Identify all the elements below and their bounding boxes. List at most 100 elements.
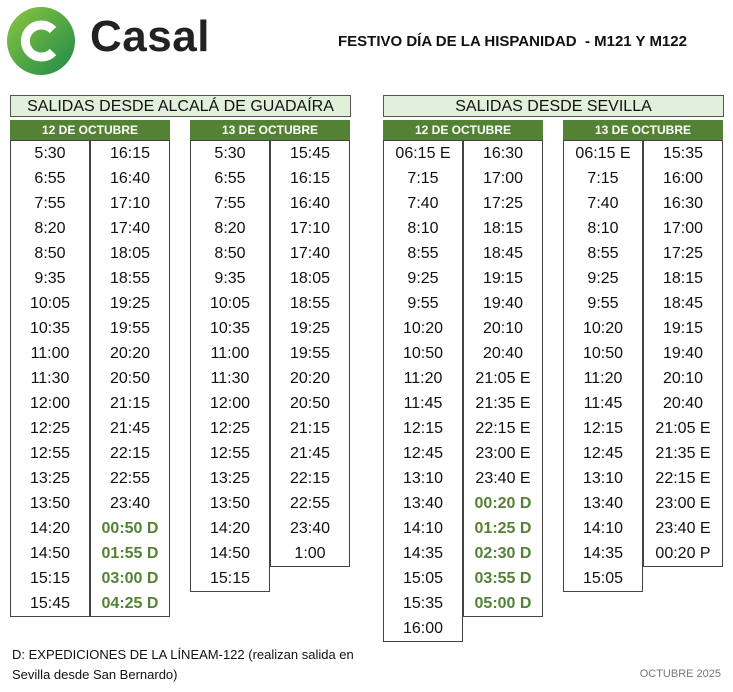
departure-time: 12:25 bbox=[209, 420, 251, 437]
departure-time: 20:50 bbox=[289, 395, 331, 412]
departure-time: 19:55 bbox=[289, 345, 331, 362]
departure-time: 16:15 bbox=[289, 170, 331, 187]
departure-time: 10:20 bbox=[582, 320, 624, 337]
departure-time: 18:15 bbox=[482, 220, 524, 237]
departure-time: 14:50 bbox=[209, 545, 251, 562]
departure-time: 12:45 bbox=[402, 445, 444, 462]
departure-time: 15:15 bbox=[29, 570, 71, 587]
departure-time: 1:00 bbox=[294, 545, 326, 562]
departure-time: 17:10 bbox=[109, 195, 151, 212]
departure-time: 00:20 P bbox=[655, 545, 711, 562]
time-column: 16:30 17:00 17:25 18:15 18:45 19:15 19:40 20:10… bbox=[463, 140, 543, 617]
departure-time: 7:55 bbox=[34, 195, 66, 212]
departure-time: 8:20 bbox=[34, 220, 66, 237]
departure-time: 13:40 bbox=[582, 495, 624, 512]
page-title: FESTIVO DÍA DE LA HISPANIDAD - M121 Y M1… bbox=[338, 33, 687, 50]
departure-time: 15:15 bbox=[209, 570, 251, 587]
departure-time: 9:55 bbox=[587, 295, 619, 312]
departure-time: 00:50 D bbox=[101, 520, 159, 537]
departure-time: 8:50 bbox=[34, 245, 66, 262]
departure-time: 23:40 bbox=[289, 520, 331, 537]
departure-time: 19:40 bbox=[662, 345, 704, 362]
departure-time: 9:35 bbox=[34, 270, 66, 287]
departure-time: 21:45 bbox=[109, 420, 151, 437]
departure-time: 12:25 bbox=[29, 420, 71, 437]
time-column: 06:15 E 7:15 7:40 8:10 8:55 9:25 9:55 10:20 10:5… bbox=[563, 140, 643, 592]
logo-text: Casal bbox=[90, 12, 210, 61]
departure-time: 16:15 bbox=[109, 145, 151, 162]
departure-time: 18:55 bbox=[289, 295, 331, 312]
departure-time: 10:05 bbox=[29, 295, 71, 312]
departure-time: 6:55 bbox=[34, 170, 66, 187]
departure-time: 17:10 bbox=[289, 220, 331, 237]
departure-time: 19:15 bbox=[662, 320, 704, 337]
departure-time: 14:20 bbox=[209, 520, 251, 537]
departure-time: 5:30 bbox=[34, 145, 66, 162]
day-label: 13 DE OCTUBRE bbox=[563, 120, 723, 140]
departure-time: 10:05 bbox=[209, 295, 251, 312]
departure-time: 8:55 bbox=[587, 245, 619, 262]
departure-time: 11:20 bbox=[583, 370, 623, 387]
departure-time: 16:30 bbox=[662, 195, 704, 212]
departure-time: 11:45 bbox=[403, 395, 443, 412]
departure-time: 20:20 bbox=[109, 345, 151, 362]
departure-time: 19:55 bbox=[109, 320, 151, 337]
departure-time: 16:40 bbox=[289, 195, 331, 212]
departure-time: 22:55 bbox=[109, 470, 151, 487]
departure-time: 14:35 bbox=[582, 545, 624, 562]
section-title: SALIDAS DESDE SEVILLA bbox=[383, 95, 724, 117]
departure-time: 17:25 bbox=[662, 245, 704, 262]
departure-time: 22:15 bbox=[289, 470, 331, 487]
departure-time: 8:55 bbox=[407, 245, 439, 262]
departure-time: 03:00 D bbox=[101, 570, 159, 587]
departure-time: 19:40 bbox=[482, 295, 524, 312]
departure-time: 06:15 E bbox=[575, 145, 631, 162]
departure-time: 14:10 bbox=[582, 520, 624, 537]
departure-time: 23:00 E bbox=[655, 495, 711, 512]
departure-time: 7:40 bbox=[407, 195, 439, 212]
departure-time: 13:25 bbox=[29, 470, 71, 487]
time-column: 06:15 E 7:15 7:40 8:10 8:55 9:25 9:55 10:20 10:5… bbox=[383, 140, 463, 642]
departure-time: 13:10 bbox=[402, 470, 444, 487]
departure-time: 15:45 bbox=[289, 145, 331, 162]
departure-time: 00:20 D bbox=[474, 495, 532, 512]
departure-time: 11:00 bbox=[210, 345, 250, 362]
departure-time: 20:40 bbox=[482, 345, 524, 362]
departure-time: 10:20 bbox=[402, 320, 444, 337]
departure-time: 05:00 D bbox=[474, 595, 532, 612]
departure-time: 03:55 D bbox=[474, 570, 532, 587]
departure-time: 20:50 bbox=[109, 370, 151, 387]
time-column: 16:15 16:40 17:10 17:40 18:05 18:55 19:25 19:55… bbox=[90, 140, 170, 617]
departure-time: 22:15 E bbox=[655, 470, 711, 487]
departure-time: 9:35 bbox=[214, 270, 246, 287]
departure-time: 19:15 bbox=[482, 270, 524, 287]
departure-time: 7:40 bbox=[587, 195, 619, 212]
departure-time: 21:35 E bbox=[655, 445, 711, 462]
departure-time: 16:30 bbox=[482, 145, 524, 162]
departure-time: 20:10 bbox=[482, 320, 524, 337]
departure-time: 18:05 bbox=[289, 270, 331, 287]
departure-time: 17:25 bbox=[482, 195, 524, 212]
departure-time: 12:00 bbox=[209, 395, 251, 412]
departure-time: 13:50 bbox=[29, 495, 71, 512]
departure-time: 16:40 bbox=[109, 170, 151, 187]
departure-time: 13:25 bbox=[209, 470, 251, 487]
departure-time: 23:00 E bbox=[475, 445, 531, 462]
departure-time: 7:15 bbox=[587, 170, 619, 187]
departure-time: 8:50 bbox=[214, 245, 246, 262]
time-column: 15:35 16:00 16:30 17:00 17:25 18:15 18:45 19:15… bbox=[643, 140, 723, 567]
departure-time: 23:40 E bbox=[475, 470, 531, 487]
departure-time: 21:15 bbox=[289, 420, 331, 437]
departure-time: 9:25 bbox=[407, 270, 439, 287]
departure-time: 11:30 bbox=[30, 370, 70, 387]
departure-time: 18:15 bbox=[662, 270, 704, 287]
departure-time: 22:55 bbox=[289, 495, 331, 512]
day-label: 12 DE OCTUBRE bbox=[383, 120, 543, 140]
departure-time: 12:55 bbox=[29, 445, 71, 462]
departure-time: 18:05 bbox=[109, 245, 151, 262]
time-column: 5:30 6:55 7:55 8:20 8:50 9:35 10:05 10:35 11:00 1… bbox=[10, 140, 90, 617]
departure-time: 02:30 D bbox=[474, 545, 532, 562]
departure-time: 7:55 bbox=[214, 195, 246, 212]
departure-time: 21:05 E bbox=[475, 370, 531, 387]
departure-time: 9:55 bbox=[407, 295, 439, 312]
